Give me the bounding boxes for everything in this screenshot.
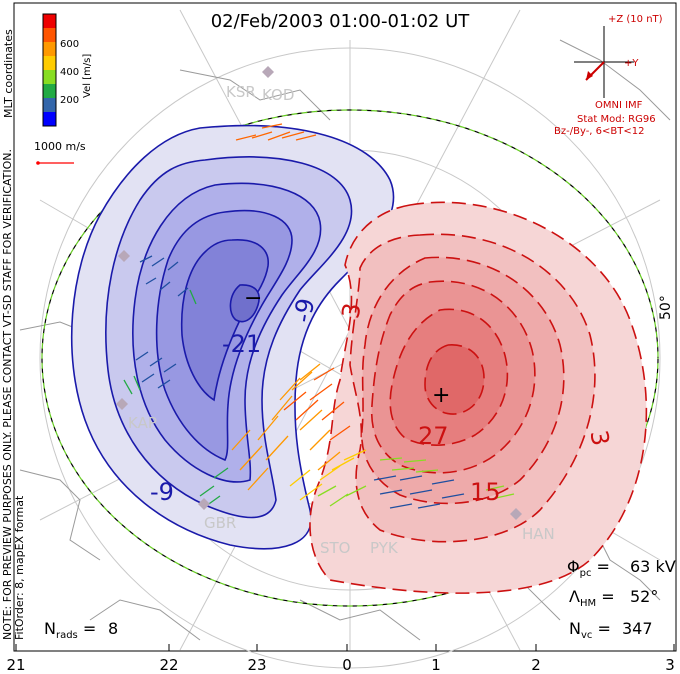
phi-pc-value: 63 kV: [630, 557, 676, 576]
imf-source: OMNI IMF: [595, 100, 643, 111]
fit-order-note: FitOrder: 8, mapEX format: [13, 495, 26, 640]
mlt-tick-21: 21: [6, 656, 25, 674]
contour-label-pos3-inner: 3: [336, 301, 366, 321]
n-vc-symbol: Nvc =: [569, 619, 611, 641]
mlt-tick-0: 0: [342, 656, 352, 674]
contour-label-neg9-lower: -9: [150, 478, 174, 506]
colorbar-tick-400: 400: [60, 67, 79, 78]
boundary-green-dash: [41, 109, 659, 607]
station-labels: KSR KOD KAP GBR STO PYK HAN: [128, 83, 555, 557]
preview-note: NOTE: FOR PREVIEW PURPOSES ONLY. PLEASE …: [1, 149, 14, 640]
colorbar-label: Vel [m/s]: [82, 54, 93, 98]
station-gbr: GBR: [204, 514, 236, 532]
colorbar-tick-200: 200: [60, 95, 79, 106]
potential-maximum-marker: +: [432, 383, 450, 408]
positive-cell: [309, 201, 648, 594]
imf-stat-mod: Stat Mod: RG96: [577, 114, 656, 125]
n-vc-value: 347: [622, 619, 653, 638]
station-kap: KAP: [128, 414, 157, 432]
contour-label-pos15: 15: [470, 478, 501, 506]
mlt-tick-2: 2: [531, 656, 541, 674]
potential-minimum-marker: −: [244, 286, 262, 311]
contour-label-neg9-upper: -9: [288, 296, 320, 324]
mlt-tick-1: 1: [431, 656, 441, 674]
imf-z-label: +Z (10 nT): [608, 14, 663, 25]
mlt-tick-3: 3: [665, 656, 675, 674]
n-rads-symbol: Nrads =: [44, 619, 96, 641]
phi-pc-symbol: Φpc =: [567, 557, 610, 579]
station-pyk: PYK: [370, 539, 399, 557]
contour-label-pos27: 27: [418, 422, 449, 450]
contour-labels: -21 -9 -9 3 27 15 3: [150, 296, 615, 506]
lambda-hm-value: 52°: [630, 587, 658, 606]
velocity-scale-arrow: [36, 161, 74, 165]
mlt-axis: [15, 644, 675, 651]
mlt-tick-23: 23: [247, 656, 266, 674]
station-markers: [116, 66, 522, 520]
lambda-hm-symbol: ΛHM =: [569, 587, 615, 609]
velocity-scale-label: 1000 m/s: [34, 140, 86, 153]
imf-dial: [574, 26, 634, 98]
mlt-tick-labels: 21 22 23 0 1 2 3: [6, 656, 674, 674]
colorbar: 200 400 600 Vel [m/s]: [42, 13, 93, 127]
negative-cell: [70, 124, 395, 550]
imf-y-label: +Y: [624, 58, 639, 69]
coordinates-label: MLT coordinates: [2, 29, 15, 118]
map-title: 02/Feb/2003 01:00-01:02 UT: [211, 11, 471, 32]
contour-label-pos3-outer: 3: [585, 428, 615, 448]
station-kod: KOD: [262, 86, 294, 104]
station-han: HAN: [522, 525, 555, 543]
imf-condition: Bz-/By-, 6<BT<12: [554, 126, 644, 137]
station-sto: STO: [320, 539, 351, 557]
velocity-vectors: [123, 123, 515, 509]
station-ksr: KSR: [226, 83, 256, 101]
plot-frame: [13, 2, 677, 652]
contour-label-neg21: -21: [222, 330, 261, 358]
colorbar-tick-600: 600: [60, 39, 79, 50]
n-rads-value: 8: [108, 619, 118, 638]
latitude-label: 50°: [658, 295, 674, 320]
mlt-tick-22: 22: [159, 656, 178, 674]
